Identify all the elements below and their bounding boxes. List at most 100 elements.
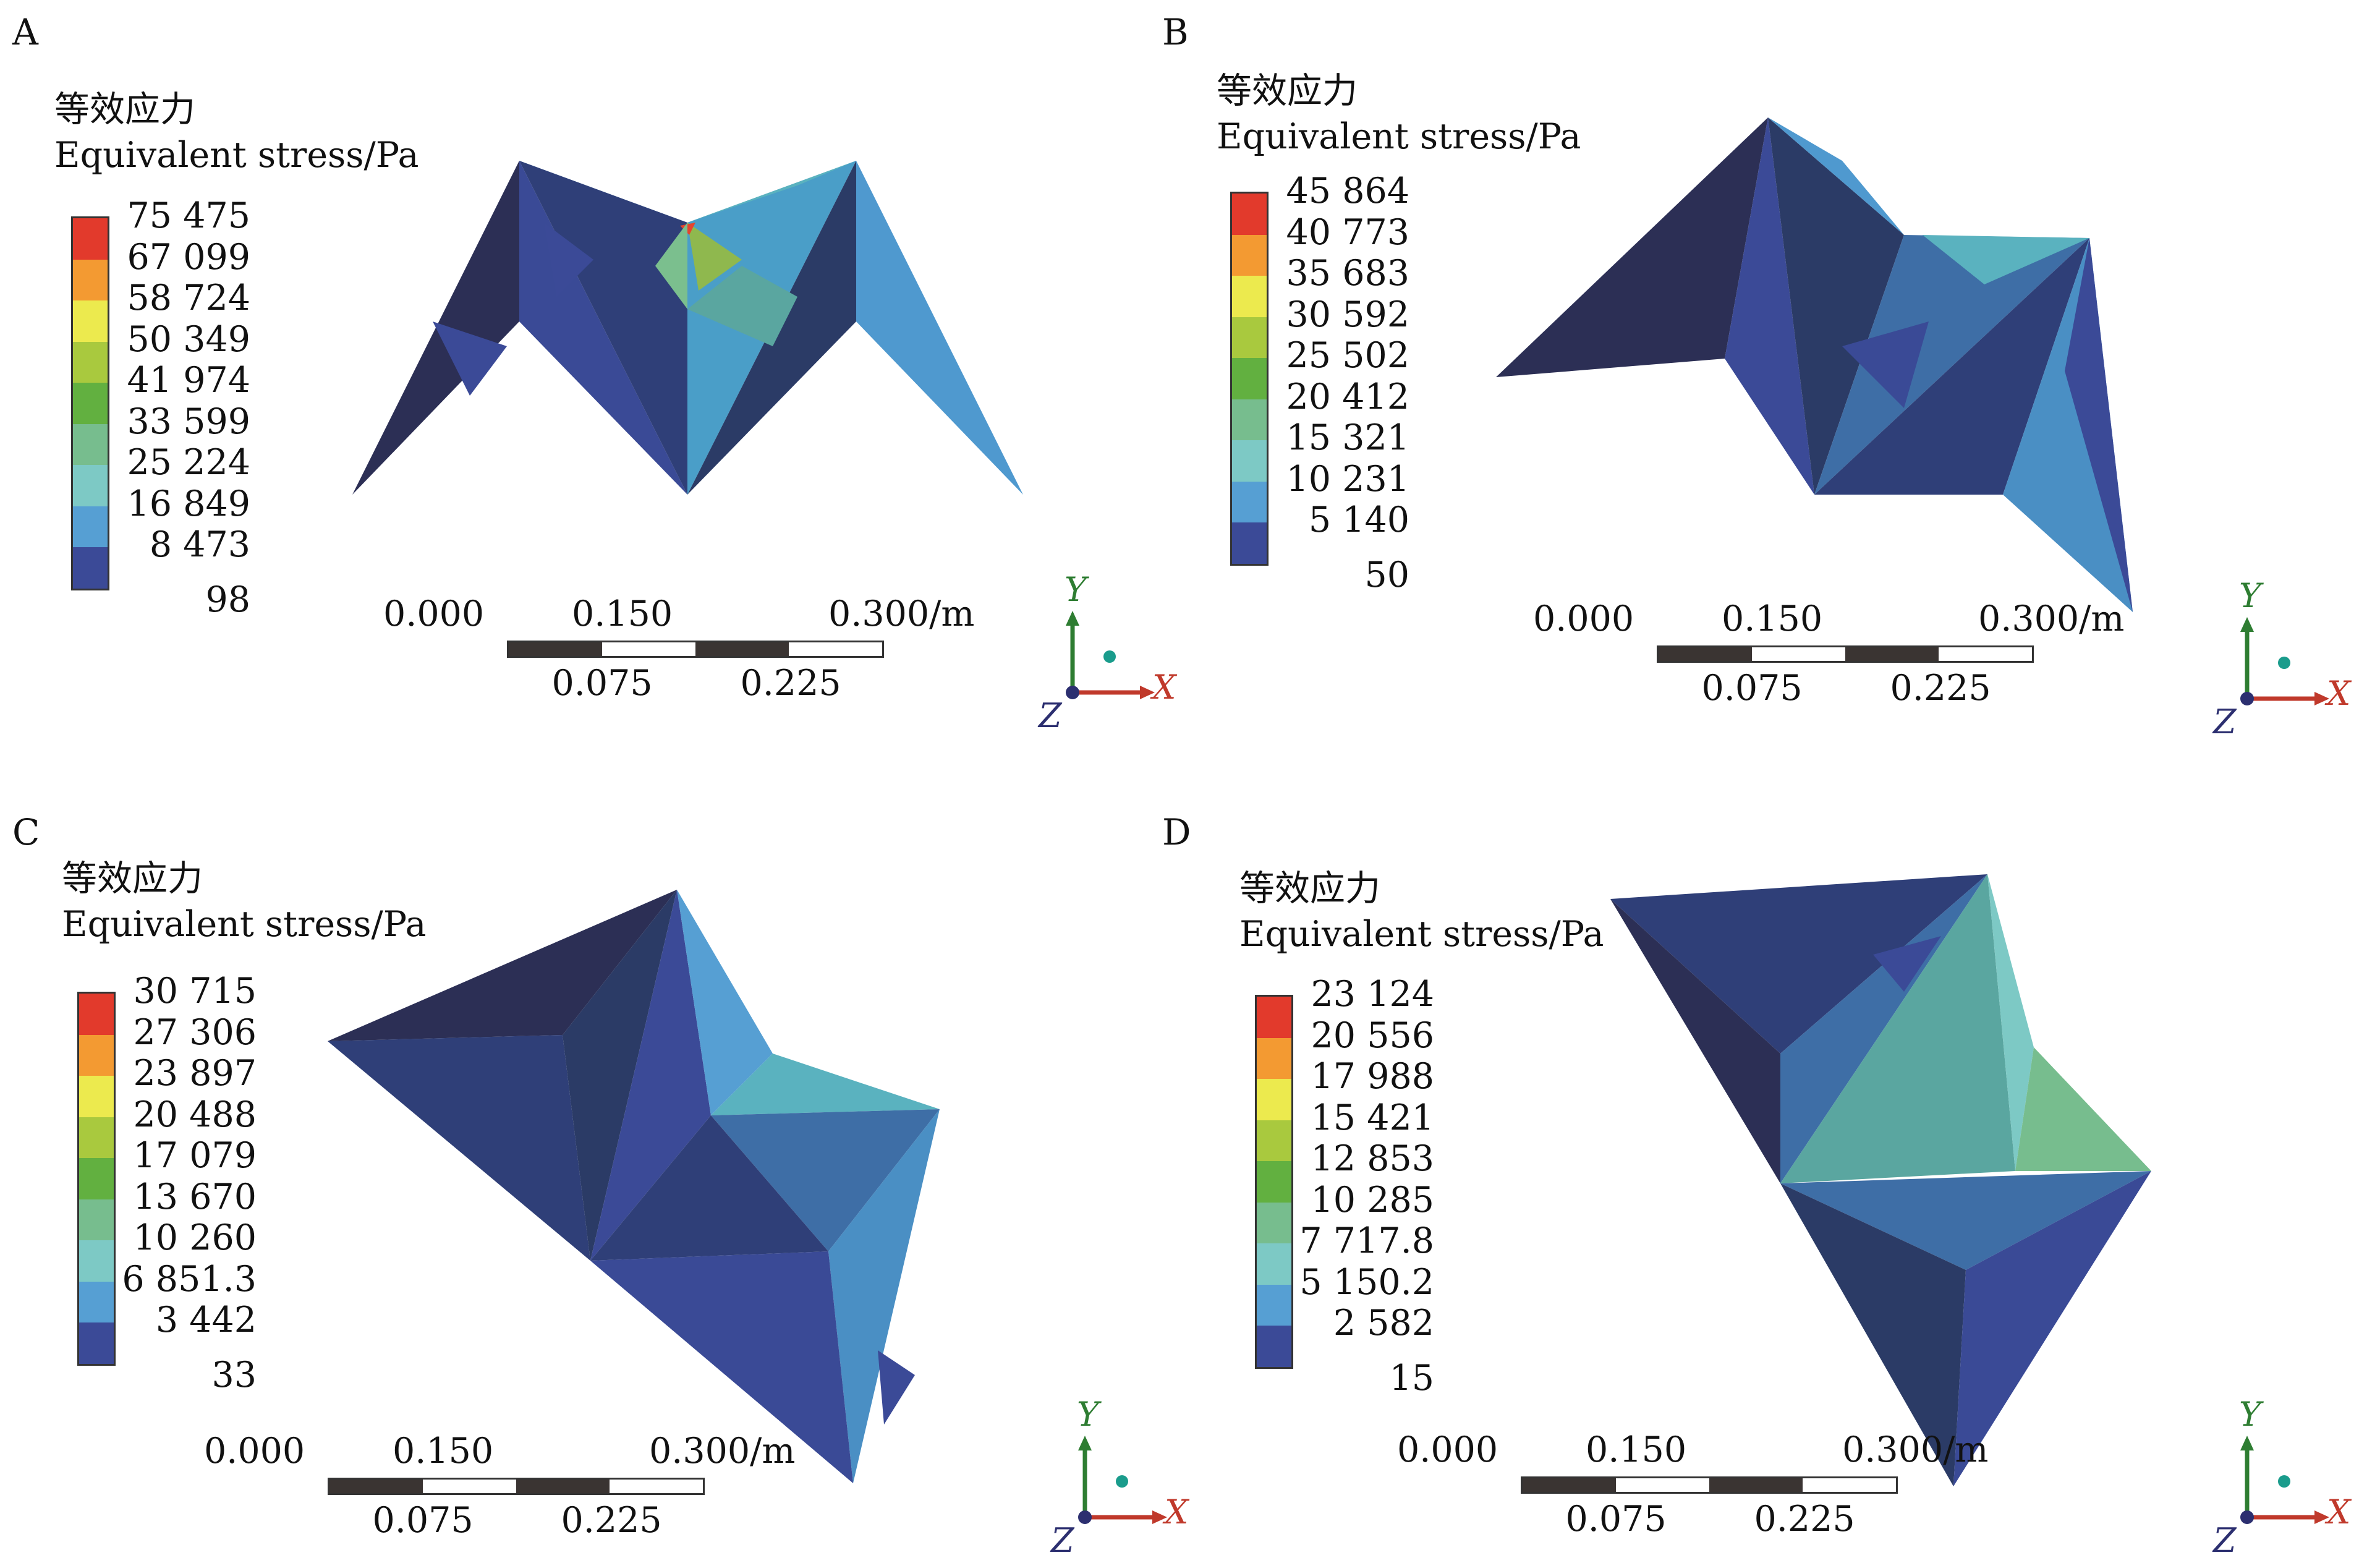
legend-tick-label: 13 670	[133, 1176, 257, 1217]
legend-color-band	[1232, 194, 1267, 235]
legend-color-band	[1257, 997, 1291, 1038]
scale-bar-label: 0.000	[1533, 598, 1634, 639]
legend-color-band	[1257, 1326, 1291, 1367]
axis-arrows	[1066, 611, 1155, 699]
legend-tick-label: 20 488	[133, 1094, 257, 1135]
axis-label-x: X	[2327, 1493, 2351, 1531]
legend-tick-label: 17 079	[133, 1135, 257, 1176]
legend-tick-label: 98	[205, 579, 250, 620]
axis-label-y: Y	[1065, 570, 1087, 609]
legend-color-band	[1232, 317, 1267, 358]
axis-arrows	[1078, 1436, 1167, 1524]
panel-c: C 等效应力 Equivalent stress/Pa 30 715 27 306…	[0, 782, 1190, 1563]
legend-tick-label: 58 724	[127, 278, 250, 318]
scale-bar-label: 0.075	[372, 1500, 474, 1541]
legend-tick-label: 15	[1389, 1357, 1434, 1399]
scale-bar-label: 0.150	[1722, 598, 1823, 639]
scale-bar-graphic	[1657, 645, 2034, 663]
legend-title-cn: 等效应力	[1239, 868, 1380, 909]
coordinate-triad: Y X Z	[1026, 570, 1187, 736]
legend-tick-label: 5 150.2	[1299, 1261, 1434, 1303]
panel-a: A 等效应力 Equivalent stress/Pa 75 475 67 099…	[0, 0, 1190, 782]
legend-tick-label: 10 260	[133, 1217, 257, 1258]
scale-bar-graphic	[507, 641, 884, 658]
legend-color-band	[79, 1322, 114, 1364]
coordinate-triad: Y X Z	[2201, 576, 2361, 742]
scale-bar-label: 0.000	[1397, 1429, 1498, 1470]
scale-bar-label: 0.075	[1701, 668, 1803, 709]
legend-color-band	[79, 1281, 114, 1322]
panel-letter: B	[1162, 11, 1189, 53]
legend-tick-label: 15 321	[1286, 417, 1409, 458]
axis-label-y: Y	[1077, 1395, 1099, 1434]
legend-color-band	[1232, 276, 1267, 317]
legend-title-en: Equivalent stress/Pa	[62, 904, 427, 945]
legend-tick-label: 50	[1364, 554, 1409, 595]
panel-letter: A	[12, 11, 38, 53]
legend-title: 等效应力 Equivalent stress/Pa	[54, 87, 419, 178]
legend-tick-label: 33 599	[127, 401, 250, 442]
legend-color-band	[73, 506, 108, 547]
scale-bar-label: 0.225	[561, 1500, 662, 1541]
legend-tick-label: 10 285	[1311, 1179, 1434, 1220]
axis-label-y: Y	[2239, 576, 2261, 615]
legend-tick-label: 67 099	[127, 236, 250, 278]
legend-tick-label: 30 592	[1286, 294, 1409, 335]
legend-color-band	[1232, 440, 1267, 482]
legend-title: 等效应力 Equivalent stress/Pa	[1239, 866, 1604, 957]
panel-b: B 等效应力 Equivalent stress/Pa 45 864 40 773…	[1162, 0, 2352, 782]
legend-color-band	[1232, 399, 1267, 440]
legend-color-band	[1257, 1079, 1291, 1120]
legend-title: 等效应力 Equivalent stress/Pa	[1217, 68, 1581, 160]
scale-bar-graphic	[1521, 1476, 1898, 1494]
legend-color-band	[1232, 358, 1267, 399]
legend-color-band	[1257, 1202, 1291, 1243]
stress-mesh-b	[1496, 117, 2133, 612]
legend-color-band	[73, 465, 108, 506]
legend-color-band	[73, 341, 108, 383]
legend-title: 等效应力 Equivalent stress/Pa	[62, 856, 427, 947]
legend-color-band	[1232, 481, 1267, 522]
coordinate-triad: Y X Z	[2201, 1395, 2361, 1561]
legend-color-bar	[77, 992, 116, 1366]
legend-color-band	[79, 1076, 114, 1117]
scale-bar-label: 0.300/m	[1978, 598, 2125, 639]
legend-tick-label: 50 349	[127, 318, 250, 360]
stress-mesh-a	[352, 161, 1023, 495]
legend-tick-label: 2 582	[1333, 1303, 1434, 1344]
legend-title-en: Equivalent stress/Pa	[54, 135, 419, 176]
axis-label-z: Z	[1039, 696, 1062, 735]
legend-color-band	[1232, 522, 1267, 564]
coordinate-triad: Y X Z	[1039, 1395, 1199, 1561]
scale-bar-graphic	[328, 1478, 705, 1495]
legend-color-band	[1257, 1037, 1291, 1079]
legend-tick-label: 20 412	[1286, 376, 1409, 417]
legend-color-band	[79, 1199, 114, 1240]
legend-color-band	[73, 300, 108, 342]
stress-mesh-c	[328, 890, 940, 1483]
legend-tick-label: 75 475	[127, 195, 250, 236]
scale-bar-label: 0.150	[1586, 1429, 1687, 1470]
scale-bar-label: 0.225	[740, 663, 841, 704]
legend-title-en: Equivalent stress/Pa	[1239, 914, 1604, 955]
legend-color-band	[73, 259, 108, 300]
legend-color-band	[73, 218, 108, 260]
legend-title-en: Equivalent stress/Pa	[1217, 116, 1581, 157]
legend-color-bar	[1230, 192, 1269, 566]
legend-color-band	[79, 994, 114, 1035]
stress-mesh-d	[1610, 874, 2151, 1486]
scale-bar-label: 0.150	[393, 1431, 494, 1471]
legend-tick-label: 23 897	[133, 1053, 257, 1094]
scale-bar-label: 0.300/m	[649, 1431, 796, 1471]
legend-tick-label: 40 773	[1286, 211, 1409, 253]
axis-label-x: X	[2327, 674, 2351, 713]
legend-color-band	[73, 383, 108, 424]
legend-color-band	[1257, 1120, 1291, 1161]
scale-bar-label: 0.150	[572, 594, 673, 634]
legend-tick-label: 12 853	[1311, 1138, 1434, 1179]
legend-color-band	[79, 1117, 114, 1158]
legend-color-band	[79, 1034, 114, 1076]
axis-label-z: Z	[2213, 1521, 2237, 1560]
legend-color-band	[79, 1158, 114, 1199]
legend-tick-label: 25 502	[1286, 335, 1409, 376]
